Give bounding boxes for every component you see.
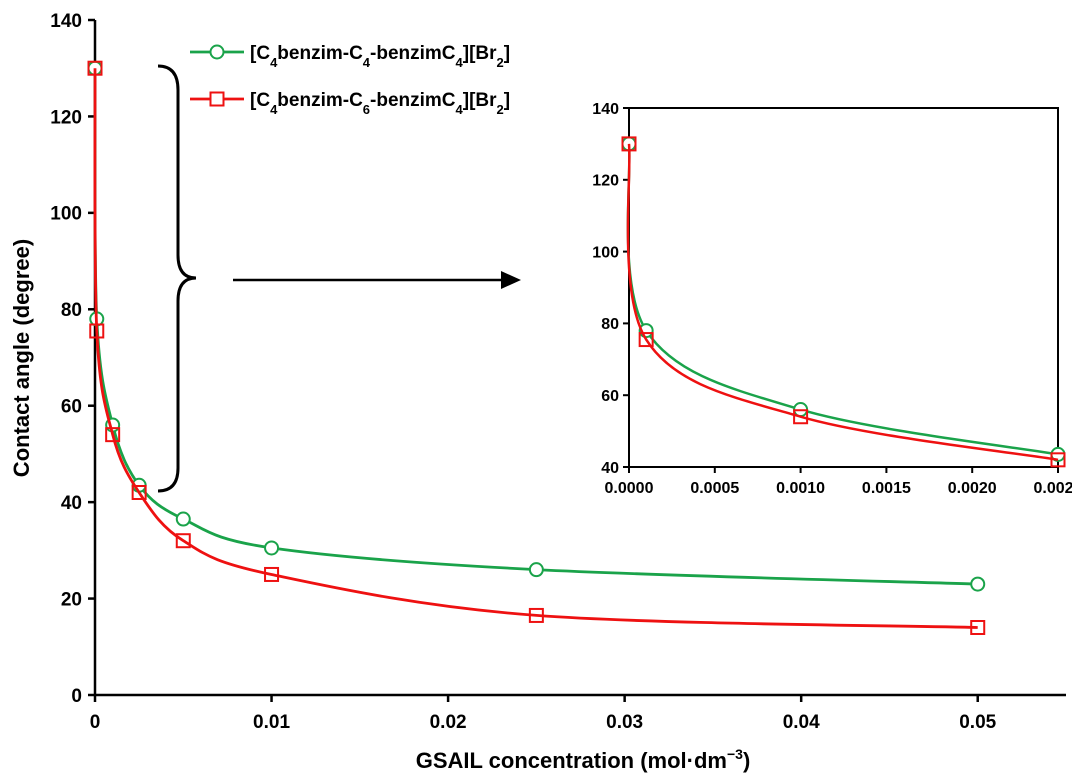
legend-label-subscript: 2 (497, 55, 504, 70)
inset-series-c6-spacer-point (621, 136, 637, 152)
main-y-tick-label: 80 (61, 300, 82, 321)
main-series-c4-spacer-point (175, 511, 191, 527)
x-axis-label-main: GSAIL concentration (mol·dm (416, 748, 727, 773)
inset-series-c6-spacer-point (1050, 452, 1066, 468)
inset-series-c4-spacer-line (626, 143, 1059, 456)
main-series-c6-spacer-point (528, 607, 544, 623)
inset-y-tick-label: 120 (592, 173, 619, 190)
inset-series-c6-spacer-point (638, 332, 654, 348)
main-y-tick-label: 60 (61, 397, 82, 418)
main-series-c6-spacer-point (175, 533, 191, 549)
main-series-c4-spacer-point (970, 576, 986, 592)
main-series-c6-spacer-point (89, 323, 105, 339)
legend-label: [C4benzim-C4-benzimC4][Br2] (250, 43, 510, 70)
legend-label-text: ] (504, 90, 510, 111)
legend-label-text: -benzimC (370, 43, 456, 64)
main-plot: 0 0.01 0.02 0.03 0.04 0.05 0 20 40 60 80 100 120 140 (50, 11, 1066, 733)
legend-label-text: benzim-C (277, 43, 363, 64)
main-x-tick-label: 0 (90, 712, 101, 733)
inset-series-c6-spacer-point (793, 409, 809, 425)
x-axis-label-close: ) (743, 748, 750, 773)
zoom-arrow-head (501, 271, 521, 289)
main-y-tick-label: 0 (71, 686, 82, 707)
legend-marker (209, 91, 225, 107)
inset-frame (628, 107, 1059, 468)
x-axis-label-exponent: −3 (727, 746, 743, 762)
legend-marker (209, 44, 225, 60)
inset-x-tick-label: 0.0015 (862, 480, 911, 497)
legend-label-text: ] (504, 43, 510, 64)
main-y-tick-label: 20 (61, 589, 82, 610)
legend-label-text: [C (250, 43, 270, 64)
main-x-tick-label: 0.04 (783, 712, 820, 733)
legend-label: [C4benzim-C6-benzimC4][Br2] (250, 90, 510, 117)
main-series-c4-spacer-line (93, 68, 978, 586)
main-series-c4-spacer-point (528, 562, 544, 578)
inset-series-c6-spacer-line (626, 143, 1059, 462)
legend-label-text: ][Br (463, 90, 497, 111)
main-series-c6-spacer-point (264, 566, 280, 582)
main-series-c6-spacer-point (970, 620, 986, 635)
x-axis-label: GSAIL concentration (mol·dm−3) (416, 746, 751, 773)
main-y-tick-label: 40 (61, 493, 82, 514)
main-y-tick-label: 140 (50, 11, 82, 32)
main-series-c6-spacer-point (105, 427, 121, 443)
inset-y-tick-label: 100 (592, 244, 619, 261)
legend-label-subscript: 4 (270, 55, 278, 70)
zoom-brace (157, 64, 197, 493)
main-x-tick-label: 0.03 (606, 712, 643, 733)
inset-x-tick-label: 0.0010 (776, 480, 825, 497)
inset-y-tick-label: 40 (601, 460, 619, 477)
legend-label-text: -benzimC (370, 90, 456, 111)
main-y-tick-label: 100 (50, 204, 82, 225)
legend-label-text: benzim-C (277, 90, 363, 111)
inset-x-tick-label: 0.0005 (690, 480, 739, 497)
legend-label-text: ][Br (463, 43, 497, 64)
legend-label-subscript: 6 (363, 102, 370, 117)
inset-y-tick-label: 60 (601, 388, 619, 405)
inset-plot: 0.0000 0.0005 0.0010 0.0015 0.0020 0.0025 40 60… (592, 101, 1072, 497)
inset-y-tick-label: 80 (601, 316, 619, 333)
main-series-c6-spacer-point (131, 485, 147, 500)
legend-label-subscript: 4 (456, 102, 464, 117)
inset-x-tick-label: 0.0020 (948, 480, 997, 497)
legend: [C4benzim-C4-benzimC4][Br2][C4benzim-C6-… (190, 43, 510, 117)
zoom-annotation (157, 64, 521, 493)
legend-label-subscript: 2 (497, 102, 504, 117)
legend-label-subscript: 4 (456, 55, 464, 70)
inset-y-tick-label: 140 (592, 101, 619, 118)
legend-label-subscript: 4 (363, 55, 371, 70)
inset-x-tick-label: 0.0000 (605, 480, 654, 497)
main-y-tick-label: 120 (50, 107, 82, 128)
main-x-tick-label: 0.02 (430, 712, 467, 733)
y-axis-label: Contact angle (degree) (9, 239, 34, 477)
inset-x-tick-label: 0.0025 (1034, 480, 1072, 497)
legend-label-text: [C (250, 90, 270, 111)
main-series-c6-spacer-point (87, 60, 103, 76)
legend-label-subscript: 4 (270, 102, 278, 117)
main-x-tick-label: 0.05 (959, 712, 996, 733)
main-series-c6-spacer-line (93, 68, 978, 629)
main-series-c4-spacer-point (264, 540, 280, 556)
main-x-tick-label: 0.01 (253, 712, 290, 733)
